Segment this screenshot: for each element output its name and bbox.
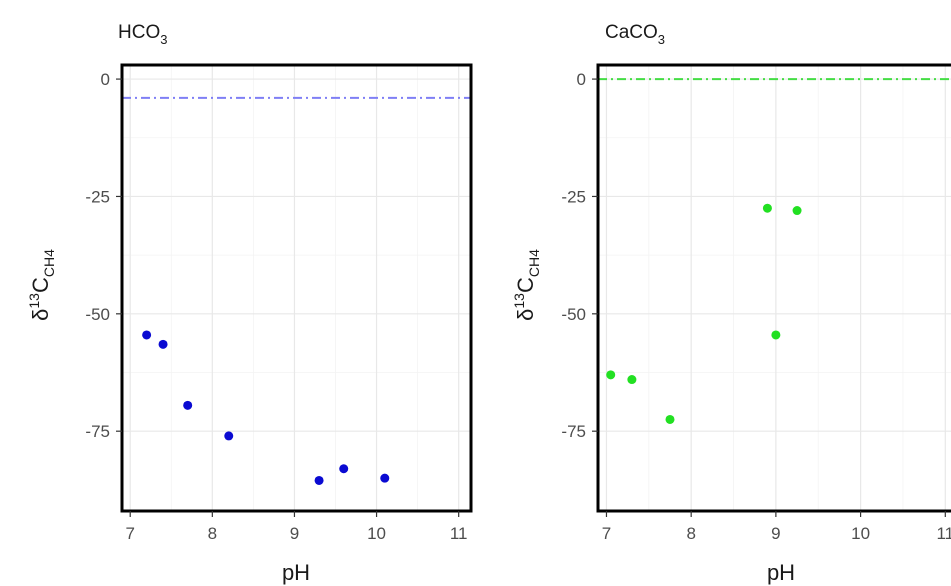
x-tick-label: 10	[851, 524, 870, 543]
data-point	[183, 400, 193, 410]
plot-area	[122, 65, 471, 511]
x-tick-label: 9	[290, 524, 299, 543]
data-point	[771, 330, 781, 340]
data-point	[380, 473, 390, 483]
panel-title-subscript: 3	[658, 32, 665, 47]
y-axis-title-subscript: CH4	[526, 249, 542, 277]
panel-border	[596, 63, 951, 513]
panel-title-base: HCO	[118, 22, 160, 43]
data-point	[665, 414, 675, 424]
y-tick-label: 0	[101, 70, 110, 89]
y-axis-title-subscript: CH4	[41, 249, 57, 277]
data-point	[224, 431, 234, 441]
chart-panel-1: 7 8 9 10 11 0 -25 -50 -75 HCO3 pH δ13CCH4	[26, 22, 473, 585]
data-point	[606, 370, 616, 380]
y-axis-title-superscript: 13	[26, 293, 42, 309]
data-point	[339, 464, 349, 474]
y-axis-title-superscript: 13	[511, 293, 527, 309]
data-point	[792, 206, 802, 216]
data-point	[762, 203, 772, 213]
x-tick-label: 8	[686, 524, 695, 543]
panel-title: HCO3	[118, 22, 167, 47]
y-axis-title: δ13CCH4	[26, 249, 57, 321]
y-axis-title-main: C	[28, 277, 53, 293]
y-tick-label: -25	[85, 187, 110, 206]
x-tick-label: 10	[367, 524, 386, 543]
y-tick-label: -75	[561, 422, 586, 441]
plot-area	[598, 65, 951, 511]
y-tick-label: -50	[561, 305, 586, 324]
x-tick-label: 11	[450, 524, 468, 543]
panel-title-subscript: 3	[160, 32, 167, 47]
y-axis-title-main: C	[513, 277, 538, 293]
y-tick-label: -75	[85, 422, 110, 441]
panel-title-base: CaCO	[605, 22, 658, 43]
y-axis-title-delta: δ	[513, 309, 538, 321]
y-axis-title: δ13CCH4	[511, 249, 542, 321]
x-axis-title: pH	[767, 560, 795, 585]
data-point	[158, 339, 168, 349]
x-tick-label: 11	[936, 524, 951, 543]
x-tick-label: 7	[125, 524, 134, 543]
panel-title: CaCO3	[605, 22, 665, 47]
plot-background	[122, 65, 471, 511]
x-tick-label: 9	[771, 524, 780, 543]
x-axis-title: pH	[282, 560, 310, 585]
data-point	[314, 475, 324, 485]
chart-panel-2: 7 8 9 10 11 0 -25 -50 -75 CaCO3 pH δ13CCH4	[511, 22, 951, 585]
y-tick-label: 0	[577, 70, 586, 89]
panel-border	[120, 63, 473, 513]
plot-background	[598, 65, 951, 511]
data-point	[627, 375, 637, 385]
x-tick-label: 8	[208, 524, 217, 543]
y-tick-label: -25	[561, 187, 586, 206]
y-axis-title-delta: δ	[28, 309, 53, 321]
y-tick-label: -50	[85, 305, 110, 324]
data-point	[142, 330, 152, 340]
x-tick-label: 7	[602, 524, 611, 543]
